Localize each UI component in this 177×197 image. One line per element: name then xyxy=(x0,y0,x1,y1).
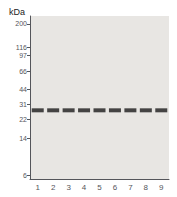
svg-text:14: 14 xyxy=(19,135,27,142)
svg-text:31: 31 xyxy=(19,101,27,108)
svg-text:8: 8 xyxy=(144,183,149,192)
svg-text:4: 4 xyxy=(82,183,87,192)
svg-text:66: 66 xyxy=(19,68,27,75)
svg-text:6: 6 xyxy=(23,172,27,179)
svg-text:3: 3 xyxy=(66,183,71,192)
svg-text:1: 1 xyxy=(35,183,40,192)
svg-text:22: 22 xyxy=(19,116,27,123)
svg-text:97: 97 xyxy=(19,52,27,59)
svg-text:2: 2 xyxy=(51,183,56,192)
svg-text:116: 116 xyxy=(16,44,27,51)
svg-text:7: 7 xyxy=(128,183,133,192)
svg-text:kDa: kDa xyxy=(9,7,25,17)
svg-text:200: 200 xyxy=(15,20,27,27)
svg-text:6: 6 xyxy=(113,183,118,192)
svg-text:5: 5 xyxy=(97,183,102,192)
svg-text:9: 9 xyxy=(159,183,164,192)
svg-text:44: 44 xyxy=(19,86,27,93)
